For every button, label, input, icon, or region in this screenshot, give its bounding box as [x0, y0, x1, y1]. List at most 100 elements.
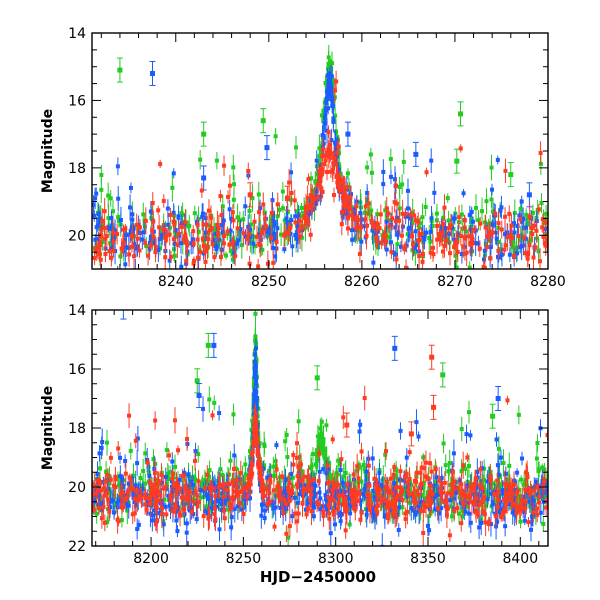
data-point [339, 190, 344, 195]
data-point [160, 233, 165, 238]
data-point [319, 187, 324, 192]
data-point [212, 255, 217, 260]
data-point [381, 169, 386, 174]
data-point [365, 190, 370, 195]
data-point [452, 244, 457, 249]
data-point [189, 241, 194, 246]
data-point [216, 499, 221, 504]
data-point [515, 224, 520, 229]
data-point [519, 477, 524, 482]
data-point [365, 507, 370, 512]
data-point [394, 474, 399, 479]
data-point [324, 496, 329, 501]
data-point [485, 479, 490, 484]
data-point [144, 243, 149, 248]
data-point [404, 265, 409, 269]
data-point [240, 477, 245, 482]
data-point [324, 470, 329, 475]
data-point [409, 234, 414, 239]
data-point [540, 217, 545, 222]
data-point [393, 219, 398, 224]
data-point [529, 225, 534, 230]
data-point [335, 150, 340, 155]
data-point [277, 207, 282, 212]
data-point [115, 232, 120, 237]
data-point [134, 503, 139, 508]
data-point [346, 496, 351, 501]
data-point [271, 245, 276, 250]
data-point [140, 237, 145, 242]
data-point [541, 495, 546, 500]
data-point [253, 346, 258, 351]
data-point [245, 237, 250, 242]
data-point [203, 216, 208, 221]
data-point [358, 237, 363, 242]
data-point [183, 220, 188, 225]
data-point [324, 423, 329, 428]
data-point [179, 241, 184, 246]
data-point [326, 106, 331, 111]
data-point [510, 245, 515, 250]
data-point [475, 469, 480, 474]
data-point [130, 217, 135, 222]
data-point [283, 488, 288, 493]
data-point [443, 226, 448, 231]
data-point [538, 150, 543, 155]
data-point [540, 465, 545, 470]
data-point [348, 485, 353, 490]
data-point [147, 473, 152, 478]
data-point [427, 528, 432, 533]
data-point [256, 192, 261, 197]
data-point [257, 241, 262, 246]
data-point [247, 232, 252, 237]
data-point [468, 242, 473, 247]
data-point [209, 505, 214, 510]
data-point [97, 451, 102, 456]
data-point [332, 156, 337, 161]
data-point [494, 437, 499, 442]
data-point [284, 432, 289, 437]
data-point [258, 237, 263, 242]
data-point [199, 188, 204, 193]
outlier-point [205, 342, 211, 348]
data-point [463, 509, 468, 514]
data-point [370, 456, 375, 461]
data-point [428, 229, 433, 234]
data-point [432, 190, 437, 195]
data-point [403, 212, 408, 217]
data-point [338, 187, 343, 192]
data-point [219, 213, 224, 218]
data-point [368, 494, 373, 499]
data-point [412, 505, 417, 510]
data-point [515, 251, 520, 256]
data-point [204, 492, 209, 497]
data-point [127, 252, 132, 257]
x-tick-label: 8270 [437, 274, 473, 290]
data-point [290, 514, 295, 519]
data-point [541, 521, 546, 526]
y-tick-label: 14 [68, 26, 86, 42]
data-point [231, 412, 236, 417]
data-point [346, 187, 351, 192]
data-point [161, 198, 166, 203]
data-point [290, 244, 295, 249]
data-point [427, 235, 432, 240]
data-point [259, 513, 264, 518]
data-point [413, 491, 418, 496]
data-point [323, 158, 328, 163]
data-point [108, 241, 113, 246]
data-point [135, 236, 140, 241]
data-point [458, 146, 463, 151]
data-point [134, 246, 139, 251]
data-point [116, 270, 120, 274]
data-point [119, 517, 124, 522]
data-point [293, 145, 298, 150]
data-point [107, 505, 112, 510]
data-point [495, 157, 500, 162]
data-point [459, 212, 464, 217]
data-point [143, 451, 148, 456]
data-point [104, 469, 109, 474]
data-point [118, 455, 123, 460]
data-point [141, 468, 146, 473]
data-point [123, 262, 128, 267]
